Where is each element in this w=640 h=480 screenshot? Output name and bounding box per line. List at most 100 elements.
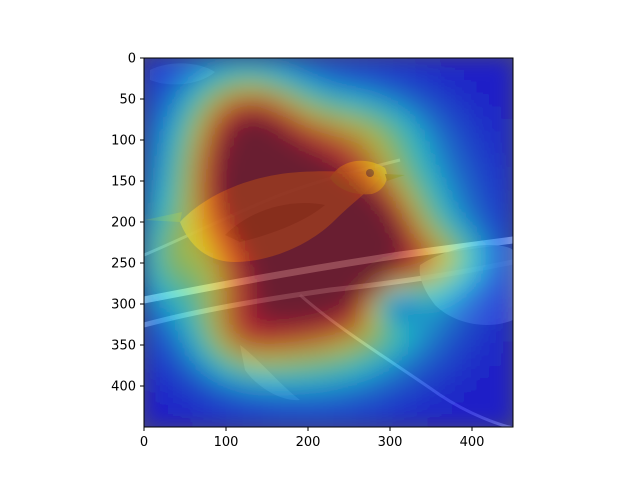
heatmap-cell — [438, 192, 452, 207]
heatmap-cell — [291, 278, 305, 293]
heatmap-cell — [438, 365, 452, 379]
heatmap-cell — [377, 315, 391, 330]
heatmap-cell — [254, 229, 268, 243]
heatmap-cell — [475, 69, 489, 84]
heatmap-cell — [340, 180, 354, 194]
heatmap-cell — [217, 278, 231, 293]
heatmap-cell — [205, 352, 219, 366]
heatmap-cell — [500, 352, 513, 366]
heatmap-cell — [303, 69, 317, 84]
heatmap-cell — [217, 155, 231, 170]
heatmap-cell — [278, 168, 293, 182]
heatmap-cell — [451, 389, 465, 403]
heatmap-cell — [266, 180, 280, 194]
heatmap-cell — [291, 389, 305, 403]
heatmap-cell — [438, 328, 452, 342]
heatmap-cell — [180, 106, 194, 120]
heatmap-cell — [451, 180, 465, 194]
heatmap-cell — [168, 143, 182, 157]
heatmap-cell — [414, 340, 428, 354]
heatmap-cell — [217, 192, 231, 207]
heatmap-cell — [217, 119, 231, 133]
heatmap-cell — [180, 278, 194, 293]
heatmap-cell — [377, 82, 391, 96]
heatmap-cell — [364, 254, 379, 268]
heatmap-cell — [155, 254, 170, 268]
heatmap-cell — [205, 131, 219, 145]
heatmap-cell — [303, 131, 317, 145]
heatmap-cell — [303, 278, 317, 293]
heatmap-cell — [180, 69, 194, 84]
heatmap-cell — [389, 315, 403, 330]
heatmap-cell — [168, 229, 182, 243]
heatmap-cell — [144, 58, 157, 71]
heatmap-cell — [180, 401, 194, 416]
heatmap-cell — [144, 266, 157, 280]
heatmap-cell — [463, 389, 477, 403]
heatmap-cell — [451, 328, 465, 342]
heatmap-cell — [414, 217, 428, 231]
heatmap-cell — [278, 143, 293, 157]
heatmap-cell — [389, 352, 403, 366]
heatmap-cell — [377, 205, 391, 219]
heatmap-cell — [352, 180, 366, 194]
heatmap-cell — [192, 205, 206, 219]
heatmap-cell — [364, 414, 379, 427]
heatmap-cell — [180, 155, 194, 170]
heatmap-cell — [463, 217, 477, 231]
heatmap-cell — [241, 377, 256, 391]
heatmap-cell — [426, 82, 440, 96]
heatmap-cell — [328, 168, 342, 182]
heatmap-cell — [487, 266, 502, 280]
heatmap-cell — [217, 365, 231, 379]
heatmap-cell — [205, 365, 219, 379]
heatmap-cell — [401, 266, 416, 280]
heatmap-cell — [463, 143, 477, 157]
heatmap-cell — [500, 205, 513, 219]
heatmap-cell — [254, 119, 268, 133]
heatmap-cell — [364, 278, 379, 293]
heatmap-cell — [487, 365, 502, 379]
heatmap-cell — [352, 315, 366, 330]
heatmap-cell — [426, 254, 440, 268]
heatmap-cell — [144, 69, 157, 84]
y-tick-label: 300 — [111, 298, 136, 313]
heatmap-cell — [364, 340, 379, 354]
heatmap-cell — [414, 365, 428, 379]
heatmap-cell — [315, 94, 329, 108]
heatmap-cell — [168, 352, 182, 366]
heatmap-cell — [364, 291, 379, 305]
heatmap-cell — [291, 131, 305, 145]
heatmap-cell — [475, 131, 489, 145]
heatmap-cell — [475, 278, 489, 293]
heatmap-cell — [475, 192, 489, 207]
heatmap-cell — [241, 291, 256, 305]
heatmap-cell — [315, 315, 329, 330]
heatmap-cell — [451, 119, 465, 133]
heatmap-cell — [254, 69, 268, 84]
heatmap-cell — [487, 401, 502, 416]
heatmap-cell — [414, 242, 428, 256]
heatmap-cell — [254, 180, 268, 194]
heatmap-cell — [291, 328, 305, 342]
heatmap-cell — [229, 58, 243, 71]
heatmap-cell — [364, 168, 379, 182]
heatmap-cell — [352, 242, 366, 256]
heatmap-cell — [364, 205, 379, 219]
heatmap-cell — [315, 414, 329, 427]
heatmap-cell — [155, 414, 170, 427]
heatmap-cell — [144, 242, 157, 256]
heatmap-cell — [180, 315, 194, 330]
heatmap-cell — [241, 389, 256, 403]
heatmap-cell — [340, 254, 354, 268]
heatmap-cell — [500, 155, 513, 170]
heatmap-cell — [475, 205, 489, 219]
heatmap-cell — [217, 242, 231, 256]
heatmap-cell — [426, 119, 440, 133]
heatmap-cell — [352, 131, 366, 145]
heatmap-cell — [315, 155, 329, 170]
heatmap-cell — [340, 205, 354, 219]
heatmap-cell — [500, 192, 513, 207]
heatmap-cell — [328, 155, 342, 170]
heatmap-cell — [144, 278, 157, 293]
